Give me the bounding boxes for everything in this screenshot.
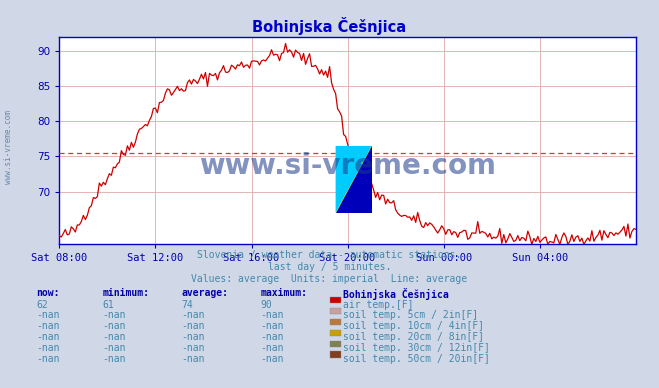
Text: -nan: -nan (260, 310, 284, 320)
Text: soil temp. 50cm / 20in[F]: soil temp. 50cm / 20in[F] (343, 354, 490, 364)
Text: -nan: -nan (102, 321, 126, 331)
Text: -nan: -nan (36, 310, 60, 320)
Text: -nan: -nan (102, 354, 126, 364)
Text: air temp.[F]: air temp.[F] (343, 300, 413, 310)
Text: Slovenia / weather data - automatic stations.: Slovenia / weather data - automatic stat… (197, 250, 462, 260)
Text: 62: 62 (36, 300, 48, 310)
Text: now:: now: (36, 288, 60, 298)
Text: -nan: -nan (260, 354, 284, 364)
Text: -nan: -nan (260, 321, 284, 331)
Text: last day / 5 minutes.: last day / 5 minutes. (268, 262, 391, 272)
Text: soil temp. 10cm / 4in[F]: soil temp. 10cm / 4in[F] (343, 321, 484, 331)
Polygon shape (335, 146, 372, 213)
Text: -nan: -nan (36, 321, 60, 331)
Text: -nan: -nan (102, 343, 126, 353)
Text: soil temp. 20cm / 8in[F]: soil temp. 20cm / 8in[F] (343, 332, 484, 342)
Text: 61: 61 (102, 300, 114, 310)
Text: Bohinjska Češnjica: Bohinjska Češnjica (343, 288, 448, 300)
Text: -nan: -nan (36, 343, 60, 353)
Text: soil temp. 30cm / 12in[F]: soil temp. 30cm / 12in[F] (343, 343, 490, 353)
Text: average:: average: (181, 288, 228, 298)
Text: -nan: -nan (260, 343, 284, 353)
Text: -nan: -nan (36, 332, 60, 342)
Text: 90: 90 (260, 300, 272, 310)
Text: -nan: -nan (260, 332, 284, 342)
Text: -nan: -nan (181, 321, 205, 331)
Text: -nan: -nan (102, 310, 126, 320)
Text: -nan: -nan (181, 354, 205, 364)
Text: Values: average  Units: imperial  Line: average: Values: average Units: imperial Line: av… (191, 274, 468, 284)
Text: -nan: -nan (181, 343, 205, 353)
Text: maximum:: maximum: (260, 288, 307, 298)
Text: 74: 74 (181, 300, 193, 310)
Text: -nan: -nan (181, 332, 205, 342)
Text: -nan: -nan (102, 332, 126, 342)
Polygon shape (335, 146, 372, 213)
Text: soil temp. 5cm / 2in[F]: soil temp. 5cm / 2in[F] (343, 310, 478, 320)
Text: www.si-vreme.com: www.si-vreme.com (4, 111, 13, 184)
Text: www.si-vreme.com: www.si-vreme.com (199, 152, 496, 180)
Text: Bohinjska Češnjica: Bohinjska Češnjica (252, 17, 407, 35)
Text: minimum:: minimum: (102, 288, 149, 298)
Bar (335, 146, 372, 213)
Text: -nan: -nan (36, 354, 60, 364)
Text: -nan: -nan (181, 310, 205, 320)
